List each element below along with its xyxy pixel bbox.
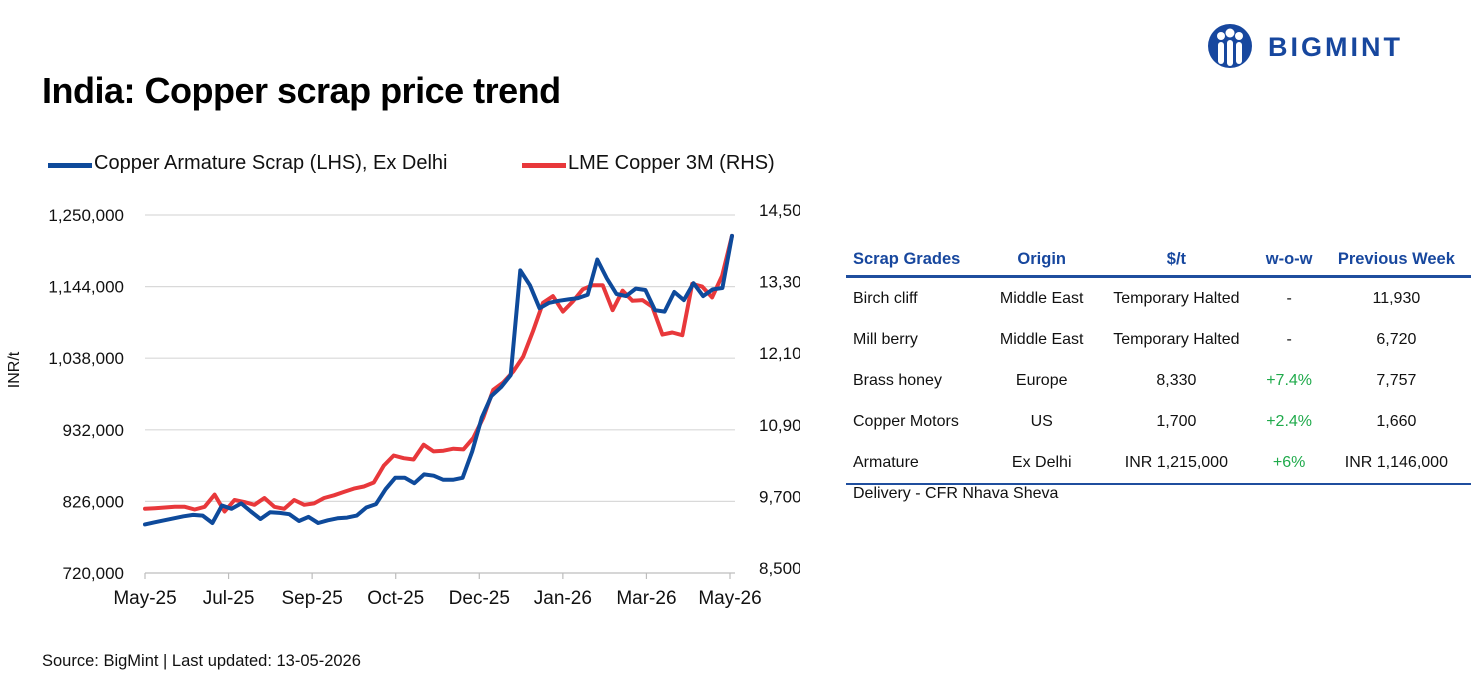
y-tick-label-right: 10,900 <box>759 416 800 435</box>
cell-wow: +6% <box>1256 442 1322 485</box>
y-tick-label-left: 1,144,000 <box>48 278 124 297</box>
page-title: India: Copper scrap price trend <box>42 70 561 111</box>
legend-swatch-lme <box>522 163 566 168</box>
header-scrap-grades: Scrap Grades <box>846 244 988 278</box>
y-tick-label-right: 8,500 <box>759 559 800 578</box>
header-origin: Origin <box>987 244 1097 278</box>
table-row: Brass honey Europe 8,330 +7.4% 7,757 <box>846 360 1471 401</box>
scrap-grades-table: Scrap Grades Origin $/t w-o-w Previous W… <box>846 244 1471 485</box>
series-line-armature-scrap <box>143 233 734 527</box>
table-row: Birch cliff Middle East Temporary Halted… <box>846 277 1471 320</box>
legend-label-lme: LME Copper 3M (RHS) <box>568 152 775 174</box>
header-wow: w-o-w <box>1256 244 1322 278</box>
delivery-note: Delivery - CFR Nhava Sheva <box>853 485 1059 502</box>
legend-swatch-armature <box>48 163 92 168</box>
cell-origin: Middle East <box>999 289 1084 307</box>
cell-prev: INR 1,146,000 <box>1321 442 1471 485</box>
axes <box>144 572 735 579</box>
table-row: Armature Ex Delhi INR 1,215,000 +6% INR … <box>846 442 1471 485</box>
y-tick-label-right: 9,700 <box>759 487 800 506</box>
y-tick-label-left: 1,250,000 <box>48 206 124 225</box>
x-tick-label: Sep-25 <box>282 588 343 609</box>
y-tick-label-left: 720,000 <box>63 564 124 583</box>
series-lines <box>143 233 734 527</box>
cell-price: INR 1,215,000 <box>1096 442 1257 485</box>
cell-grade: Mill berry <box>853 330 918 348</box>
x-tick-label: Jan-26 <box>534 588 592 609</box>
legend-label-armature: Copper Armature Scrap (LHS), Ex Delhi <box>94 152 448 174</box>
cell-origin: Europe <box>1015 371 1068 389</box>
cell-price: 8,330 <box>1156 371 1197 389</box>
series-line-lme-copper <box>143 233 734 514</box>
x-tick-label: Oct-25 <box>367 588 424 609</box>
cell-wow: +7.4% <box>1266 371 1313 389</box>
cell-prev: 7,757 <box>1376 371 1417 389</box>
table-header-row: Scrap Grades Origin $/t w-o-w Previous W… <box>846 244 1471 278</box>
x-tick-label: Mar-26 <box>616 588 676 609</box>
cell-price: Temporary Halted <box>1113 330 1240 348</box>
y-tick-label-left: 932,000 <box>63 421 124 440</box>
cell-origin: Ex Delhi <box>987 442 1097 485</box>
y-tick-label-left: 826,000 <box>63 492 124 511</box>
cell-price: Temporary Halted <box>1113 289 1240 307</box>
cell-prev: 1,660 <box>1376 412 1417 430</box>
cell-grade: Brass honey <box>853 371 942 389</box>
tick-labels: 1,250,000 14,500 1,144,000 13,300 1,038,000 1… <box>6 201 800 609</box>
cell-grade: Birch cliff <box>853 289 918 307</box>
cell-origin: US <box>1030 412 1053 430</box>
x-tick-label: May-26 <box>698 588 761 609</box>
x-tick-label: Jul-25 <box>203 588 255 609</box>
x-tick-label: Dec-25 <box>449 588 510 609</box>
y-tick-label-right: 12,100 <box>759 344 800 363</box>
x-tick-label: May-25 <box>113 588 176 609</box>
cell-wow: - <box>1286 289 1292 307</box>
brand-name: BIGMINT <box>1268 32 1403 62</box>
cell-prev: 11,930 <box>1372 289 1421 307</box>
y-tick-label-right: 13,300 <box>759 273 800 292</box>
header-price: $/t <box>1096 244 1257 278</box>
cell-wow: - <box>1286 330 1292 348</box>
y-tick-label-right: 14,500 <box>759 201 800 220</box>
table-row: Copper Motors US 1,700 +2.4% 1,660 <box>846 401 1471 442</box>
cell-price: 1,700 <box>1156 412 1197 430</box>
y-tick-label-left: 1,038,000 <box>48 349 124 368</box>
table-row: Mill berry Middle East Temporary Halted … <box>846 319 1471 360</box>
cell-grade: Copper Motors <box>853 412 959 430</box>
cell-grade: Armature <box>846 442 988 485</box>
grid-lines <box>145 214 735 502</box>
source-note: Source: BigMint | Last updated: 13-05-20… <box>42 652 361 670</box>
header-previous-week: Previous Week <box>1321 244 1471 278</box>
cell-wow: +2.4% <box>1266 412 1313 430</box>
price-trend-chart: 1,250,000 14,500 1,144,000 13,300 1,038,000 1… <box>6 201 800 609</box>
bigmint-logo: BIGMINT <box>1206 22 1452 70</box>
cell-origin: Middle East <box>999 330 1084 348</box>
y-axis-label-left: INR/t <box>6 351 23 388</box>
bigmint-emblem-icon <box>1208 24 1252 68</box>
cell-prev: 6,720 <box>1376 330 1417 348</box>
